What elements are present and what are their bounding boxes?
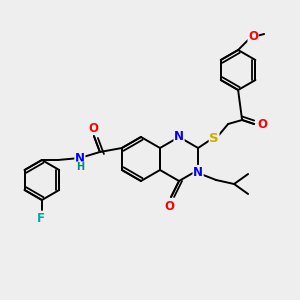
Text: S: S: [209, 131, 219, 145]
Text: N: N: [75, 152, 85, 164]
Text: O: O: [257, 118, 267, 130]
Text: N: N: [193, 166, 203, 178]
Text: O: O: [248, 31, 258, 44]
Text: F: F: [37, 212, 45, 224]
Text: O: O: [88, 122, 98, 134]
Text: H: H: [76, 162, 84, 172]
Text: N: N: [174, 130, 184, 143]
Text: O: O: [164, 200, 174, 214]
